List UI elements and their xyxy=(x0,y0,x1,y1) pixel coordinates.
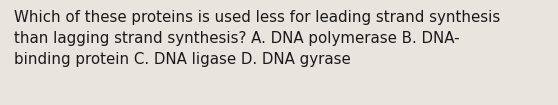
Text: Which of these proteins is used less for leading strand synthesis
than lagging s: Which of these proteins is used less for… xyxy=(14,10,501,68)
